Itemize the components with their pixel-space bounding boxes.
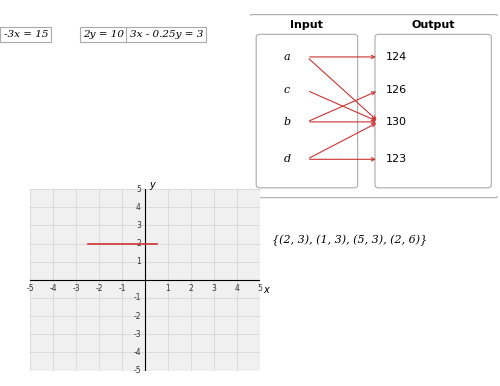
Text: y: y [149,179,155,190]
Text: -2: -2 [95,284,103,293]
Text: -4: -4 [49,284,57,293]
Text: -1: -1 [118,284,126,293]
Text: 5: 5 [258,284,262,293]
Text: 5: 5 [136,185,141,194]
Text: 3: 3 [212,284,216,293]
Text: 2: 2 [136,239,141,248]
Text: c: c [284,85,290,95]
Text: 3x - 0.25y = 3: 3x - 0.25y = 3 [130,30,203,39]
Text: Output: Output [412,20,455,30]
Text: 4: 4 [234,284,240,293]
Text: -5: -5 [133,366,141,375]
Text: 123: 123 [386,154,407,164]
Text: 1: 1 [166,284,170,293]
Text: -3: -3 [72,284,80,293]
Text: -4: -4 [133,348,141,357]
Text: 130: 130 [386,117,407,127]
Text: 4: 4 [136,203,141,212]
Text: 124: 124 [386,52,407,62]
Text: a: a [284,52,290,62]
FancyBboxPatch shape [375,34,492,188]
Text: d: d [284,154,290,164]
Text: {(2, 3), (1, 3), (5, 3), (2, 6)}: {(2, 3), (1, 3), (5, 3), (2, 6)} [272,234,427,245]
Text: -3: -3 [133,330,141,339]
Text: 2y = 10: 2y = 10 [84,30,124,39]
Text: -2: -2 [134,312,141,321]
FancyBboxPatch shape [256,34,358,188]
Text: -3x = 15: -3x = 15 [4,30,48,39]
Text: x: x [263,285,268,295]
Text: 2: 2 [188,284,194,293]
Text: b: b [284,117,290,127]
Text: 126: 126 [386,85,407,95]
FancyBboxPatch shape [249,15,498,198]
Text: 3: 3 [136,221,141,230]
Text: -5: -5 [26,284,34,293]
Text: -1: -1 [134,293,141,303]
Text: Input: Input [290,20,324,30]
Text: 1: 1 [136,257,141,266]
